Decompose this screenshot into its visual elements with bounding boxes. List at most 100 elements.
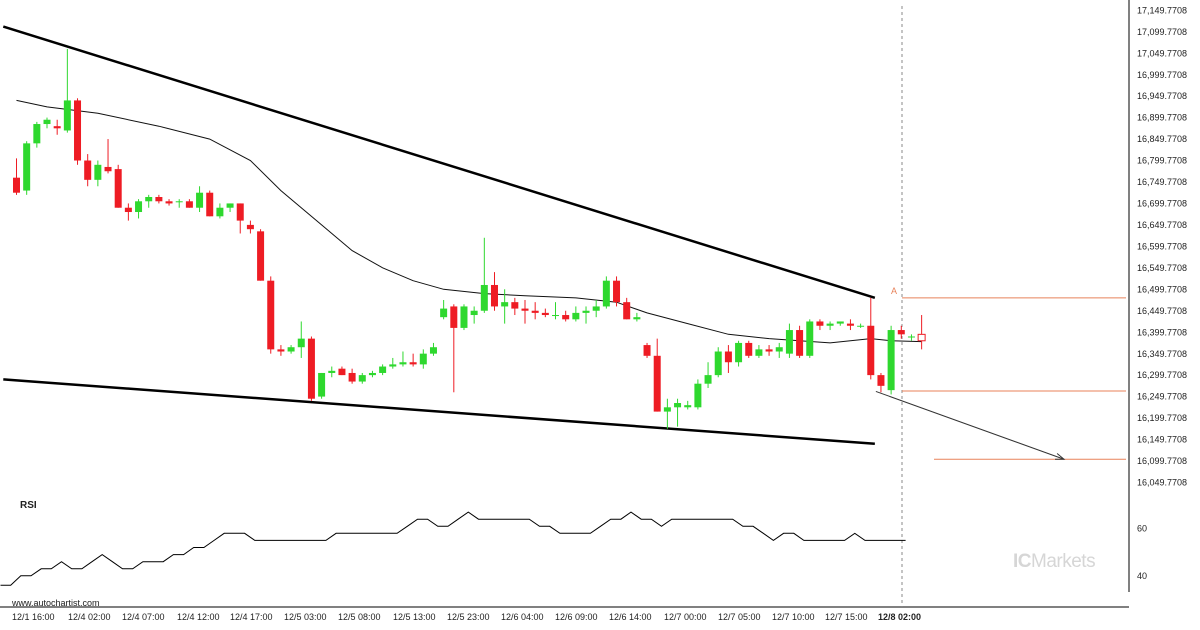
candle: [582, 306, 590, 324]
y-tick-label: 16,549.7708: [1137, 263, 1187, 273]
candle: [785, 323, 793, 358]
x-tick-label: 12/6 04:00: [501, 612, 544, 622]
x-tick-label: 12/4 17:00: [230, 612, 273, 622]
candle-body: [206, 192, 214, 217]
candle: [155, 194, 163, 204]
y-tick-label: 16,999.7708: [1137, 70, 1187, 80]
candle-body: [531, 310, 539, 313]
y-tick-label: 16,949.7708: [1137, 91, 1187, 101]
candle-body: [633, 317, 641, 320]
candle: [674, 398, 682, 427]
candle: [694, 379, 702, 410]
y-tick-label: 16,849.7708: [1137, 134, 1187, 144]
candle: [358, 372, 366, 384]
candle: [135, 199, 143, 219]
candle-body: [552, 315, 560, 317]
candle-body: [694, 383, 702, 408]
y-tick-label: 17,149.7708: [1137, 5, 1187, 15]
candle: [735, 340, 743, 367]
candle: [216, 203, 224, 219]
candle-body: [796, 330, 804, 356]
candle-body: [724, 351, 732, 363]
x-tick-label: 12/7 15:00: [825, 612, 868, 622]
x-tick-label: 12/8 02:00: [878, 612, 921, 622]
candle-body: [806, 321, 814, 356]
candle-body: [450, 306, 458, 328]
candle-body: [643, 345, 651, 356]
candle-body: [13, 177, 20, 193]
candle: [206, 190, 214, 217]
candle-body: [490, 284, 498, 307]
y-tick-label: 16,699.7708: [1137, 199, 1187, 209]
candle-body: [623, 302, 631, 320]
candle-body: [582, 310, 590, 313]
candle: [246, 220, 254, 234]
candle-body: [877, 375, 885, 386]
y-tick-label: 16,649.7708: [1137, 220, 1187, 230]
candle-body: [297, 338, 305, 348]
candle-body: [613, 280, 621, 303]
candle: [409, 353, 417, 367]
candle-body: [124, 207, 132, 213]
candle-body: [714, 351, 722, 376]
candle: [704, 362, 712, 388]
candle: [236, 203, 244, 234]
candle-body: [267, 280, 275, 350]
candle: [877, 372, 885, 393]
candle-body: [826, 323, 834, 326]
candle-body: [409, 362, 417, 365]
candle: [887, 325, 895, 395]
candle-body: [257, 231, 265, 281]
candle: [541, 308, 549, 318]
rsi-line: [0, 511, 906, 586]
candle: [623, 297, 631, 320]
candle-body: [358, 375, 366, 382]
candle-body: [399, 362, 407, 365]
rsi-title: RSI: [20, 500, 37, 511]
y-tick-label: 16,499.7708: [1137, 284, 1187, 294]
candle-body: [511, 302, 519, 309]
candle-body: [460, 306, 468, 328]
candle: [857, 323, 865, 328]
y-tick-label: 16,299.7708: [1137, 370, 1187, 380]
candle: [501, 289, 509, 324]
candle-body: [165, 201, 173, 204]
candle-body: [185, 201, 193, 208]
candle-body: [562, 315, 570, 320]
projection-arrowhead: [1055, 453, 1066, 460]
x-tick-label: 12/4 07:00: [122, 612, 165, 622]
candle: [379, 364, 387, 376]
projection-arrow-line: [875, 390, 1065, 460]
lower-trendline: [3, 378, 875, 446]
candle: [460, 304, 468, 331]
candle-body: [480, 284, 488, 311]
candle-body: [887, 330, 895, 391]
upper-trendline: [2, 25, 876, 300]
candle-body: [897, 330, 905, 335]
candle-body: [389, 364, 397, 367]
candle-body: [541, 312, 549, 316]
candle-body: [23, 143, 31, 191]
y-tick-label: 16,049.7708: [1137, 478, 1187, 488]
rsi-tick-label: 60: [1137, 524, 1147, 534]
candle-body: [348, 372, 356, 382]
candle: [531, 302, 539, 320]
candle: [267, 276, 275, 354]
y-tick-label: 16,149.7708: [1137, 435, 1187, 445]
candle: [440, 300, 448, 320]
candle: [521, 300, 529, 324]
candle: [124, 203, 132, 221]
candle: [511, 297, 519, 316]
candle: [490, 272, 498, 311]
candle-body: [94, 164, 102, 180]
candle-body: [663, 407, 671, 412]
candle: [429, 342, 437, 356]
y-tick-label: 16,399.7708: [1137, 327, 1187, 337]
candle-body: [33, 124, 41, 144]
candle: [338, 366, 346, 376]
y-tick-label: 17,099.7708: [1137, 27, 1187, 37]
candle-body: [846, 323, 854, 326]
candle-body: [501, 302, 509, 307]
candle-body: [419, 353, 427, 365]
